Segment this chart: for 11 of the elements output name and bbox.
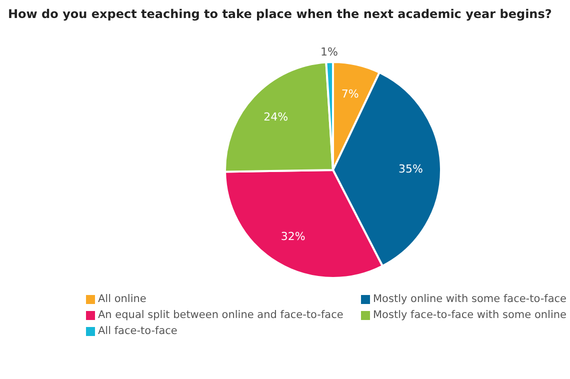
legend-label: Mostly face-to-face with some online xyxy=(373,309,566,321)
data-label: 24% xyxy=(264,110,288,124)
legend-label: Mostly online with some face-to-face xyxy=(373,293,566,305)
legend-label: All online xyxy=(98,293,146,305)
data-label: 7% xyxy=(341,88,359,101)
chart-title: How do you expect teaching to take place when the next academic year begins? xyxy=(8,7,553,21)
legend-label: All face-to-face xyxy=(98,325,178,337)
data-label: 1% xyxy=(320,46,338,59)
legend-label: An equal split between online and face-to-face xyxy=(98,309,344,321)
data-label: 35% xyxy=(398,162,423,176)
data-label: 32% xyxy=(280,230,306,244)
